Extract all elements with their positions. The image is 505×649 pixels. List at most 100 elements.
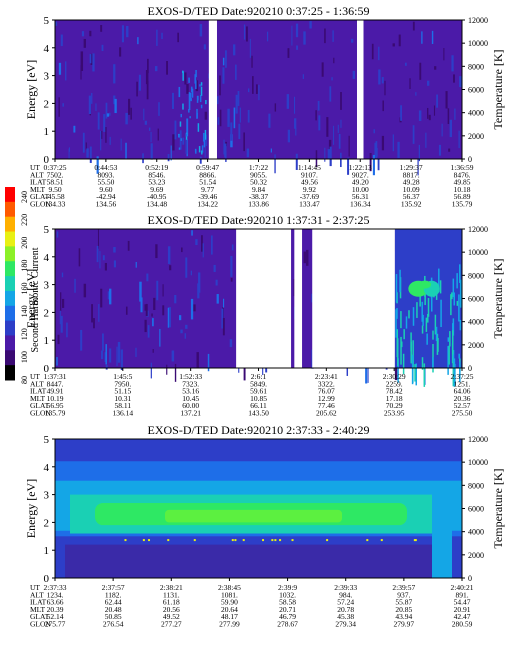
spectrogram-streak [293, 96, 296, 114]
spectrogram-streak [130, 107, 132, 120]
row-value: 10.19 [47, 394, 64, 403]
colorbar-segment [5, 246, 15, 262]
spectrogram-streak [295, 127, 297, 136]
spectrogram-streak [120, 138, 122, 151]
spectrogram-streak [146, 273, 149, 282]
energy-tick-label: 3 [44, 71, 50, 83]
spectrogram-streak [216, 294, 219, 304]
row-value: 277.99 [219, 620, 240, 629]
row-label-glat: GLAT [30, 192, 50, 201]
spectrogram-streak [150, 362, 152, 379]
row-value: 10.85 [250, 394, 267, 403]
spectrogram-streak [421, 357, 424, 370]
spectrogram-streak [159, 328, 161, 347]
spectrogram-streak [381, 135, 385, 151]
row-value: 2:39:57 [392, 583, 415, 592]
row-value: 20.78 [337, 605, 354, 614]
spectrogram-streak [179, 121, 182, 127]
spectrogram-streak [204, 129, 207, 140]
spectrogram-streak [448, 345, 450, 365]
row-value: 5849. [250, 379, 267, 388]
spectrogram-streak [424, 289, 426, 306]
spectrogram-streak [83, 38, 86, 48]
row-value: 60.00 [182, 401, 199, 410]
spectrogram-streak [105, 365, 108, 370]
spectrogram-streak [97, 229, 99, 249]
temperature-tick-label: 4000 [468, 528, 484, 537]
spectrogram-streak [179, 315, 182, 321]
spectrogram-streak [204, 145, 206, 158]
spectrogram-streak [340, 92, 342, 110]
colorbar-segment [5, 231, 15, 247]
spectrogram-streak [188, 109, 190, 113]
row-value: 49.85 [454, 178, 471, 187]
spectrogram-streak [184, 72, 187, 85]
row-value: 43.94 [395, 612, 412, 621]
spectrogram-streak [400, 105, 402, 121]
spectrogram-streak [258, 84, 260, 101]
spectrogram-streak [426, 80, 430, 86]
spectrogram-streak [113, 260, 117, 268]
spectrogram-streak [452, 350, 455, 363]
row-value: 20.48 [105, 605, 122, 614]
row-value: 8093. [97, 170, 114, 179]
row-value: 20.71 [279, 605, 296, 614]
row-value: 136.14 [113, 409, 134, 418]
spectrogram-streak [80, 65, 82, 80]
spectrogram-streak [196, 96, 199, 103]
row-value: 135.92 [401, 200, 422, 209]
panel-title: EXOS-D/TED Date:920210 1:37:31 - 2:37:25 [148, 213, 370, 227]
spectrogram-streak [196, 108, 198, 119]
row-value: 143.50 [248, 409, 269, 418]
spectrogram-streak [154, 66, 158, 72]
spectrogram-streak [426, 333, 428, 345]
spectrogram-streak [167, 246, 171, 264]
spectrogram-streak [222, 317, 225, 336]
spectrogram-streak [351, 38, 354, 43]
colorbar-tick-label: 240 [20, 191, 29, 203]
spectrogram-streak [321, 62, 324, 77]
panels: EXOS-D/TED Date:920210 0:37:25 - 1:36:59… [24, 4, 505, 629]
row-value: 1131. [163, 590, 180, 599]
spectrogram-streak [255, 84, 258, 94]
spectrogram-streak [422, 314, 424, 326]
colorbar-tick-label: 100 [20, 351, 29, 363]
contour-speck [380, 539, 383, 542]
spectrogram-streak [190, 270, 193, 276]
spectrogram-streak [435, 292, 438, 300]
row-value: 135.79 [452, 200, 473, 209]
spectrogram-streak [317, 100, 320, 111]
spectrogram-streak [194, 74, 196, 84]
spectrogram-streak [177, 32, 180, 43]
row-value: 78.42 [386, 387, 403, 396]
row-value: -39.46 [198, 192, 218, 201]
spectrogram-streak [211, 235, 213, 255]
spectrogram-streak [286, 94, 290, 109]
spectrogram-streak [57, 334, 60, 345]
spectrogram-streak [428, 114, 431, 121]
spectrogram-streak [384, 80, 386, 96]
spectrogram-streak [199, 24, 203, 37]
spectrogram-streak [202, 243, 204, 258]
row-value: 205.62 [316, 409, 337, 418]
row-value: 59.90 [221, 598, 238, 607]
row-value: 275.77 [45, 620, 66, 629]
row-value: 937. [397, 590, 410, 599]
row-value: 1:14:45 [298, 163, 321, 172]
spectrogram-streak [161, 32, 163, 40]
row-value: 891. [455, 590, 468, 599]
spectrogram-streak [182, 137, 185, 145]
spectrogram-streak [451, 55, 454, 72]
row-value: 1:36:59 [451, 163, 474, 172]
spectrogram-streak [182, 103, 184, 110]
spectrogram-streak [205, 134, 208, 147]
spectrogram-streak [188, 77, 190, 83]
spectrogram-streak [198, 272, 201, 293]
energy-tick-label: 1 [44, 126, 50, 138]
row-value: 50.32 [250, 178, 267, 187]
row-value: 0:52:19 [145, 163, 168, 172]
row-label-glat: GLAT [30, 401, 50, 410]
spectrogram-streak [262, 366, 264, 375]
spectrogram-streak [438, 144, 442, 156]
